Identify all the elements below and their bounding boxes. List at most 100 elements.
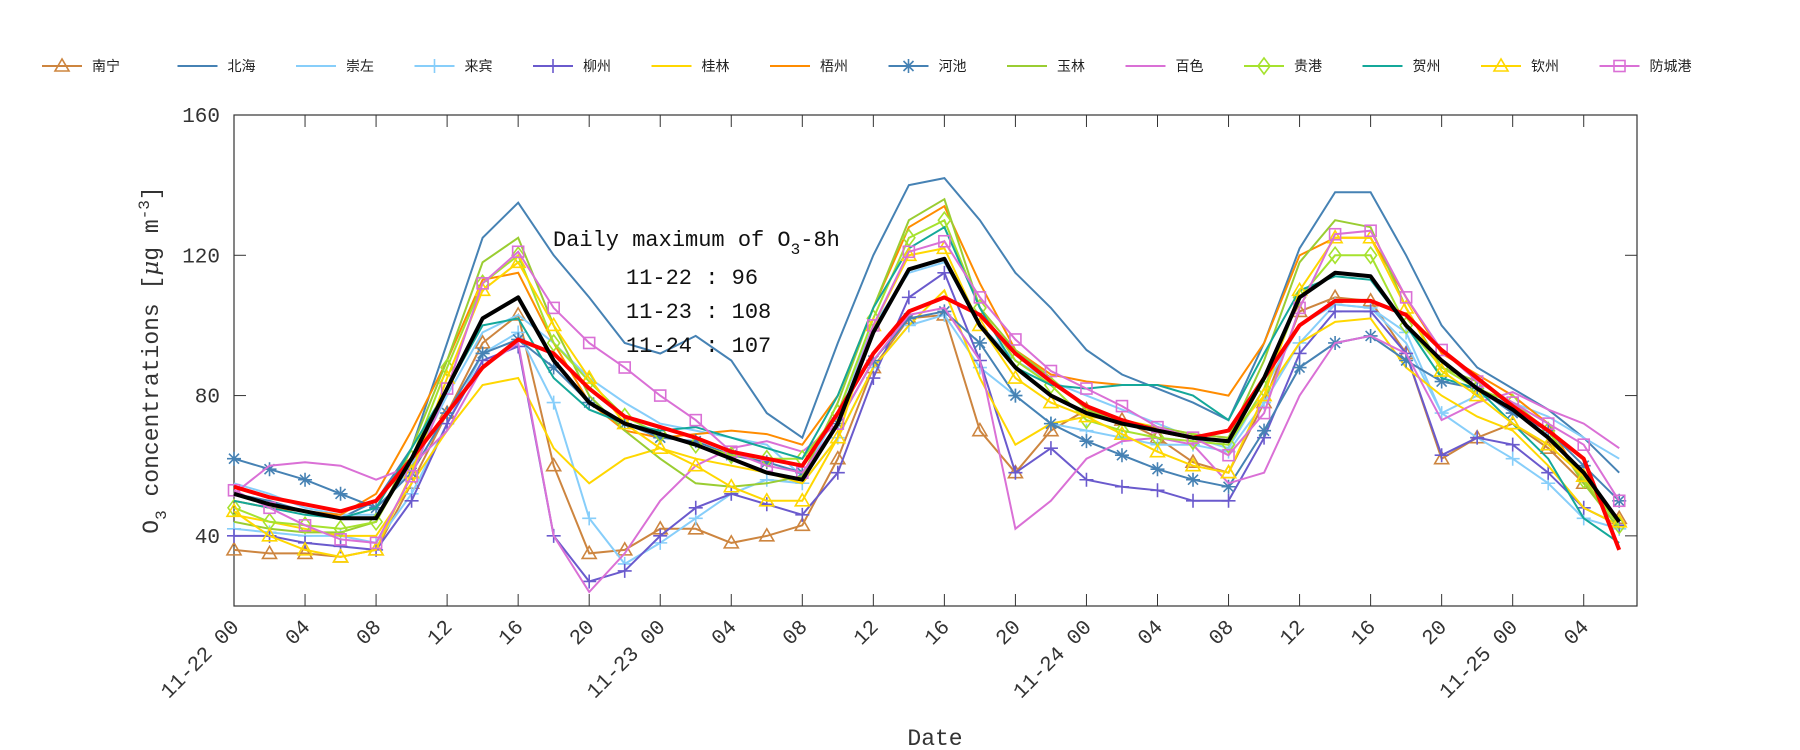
data-point-marker (547, 301, 560, 315)
data-point-marker (724, 486, 739, 501)
x-tick-label: 16 (495, 617, 529, 651)
data-point-marker (687, 520, 705, 535)
data-point-marker (1150, 462, 1165, 477)
legend-item: 百色 (1125, 58, 1204, 75)
data-point-marker (1257, 406, 1271, 420)
data-point-marker (225, 541, 243, 556)
x-tick-label: 08 (1205, 617, 1239, 651)
data-point-marker (1043, 416, 1058, 431)
legend-label: 贺州 (1413, 59, 1441, 75)
data-point-marker (545, 316, 563, 332)
legend-item: 河池 (888, 59, 967, 75)
y-tick-label: 40 (195, 527, 220, 550)
data-point-marker (440, 382, 454, 395)
data-point-marker (580, 544, 598, 560)
data-point-marker (1044, 364, 1058, 378)
legend-item: 北海 (177, 59, 256, 75)
black-mean-line (233, 256, 1621, 523)
data-point-marker (509, 253, 527, 269)
data-point-marker (1113, 425, 1131, 440)
y-tick-label: 80 (195, 387, 220, 410)
legend-label: 北海 (228, 59, 256, 75)
legend-item: 防城港 (1599, 59, 1692, 75)
data-point-marker (475, 346, 490, 361)
data-point-marker (1328, 227, 1342, 241)
data-point-marker (1222, 448, 1235, 462)
legend-item: 玉林 (1007, 59, 1085, 75)
data-point-marker (427, 59, 442, 73)
series-line (233, 177, 1620, 520)
data-point-marker (1505, 451, 1520, 466)
data-point-marker (901, 311, 916, 326)
legend-item: 贺州 (1362, 59, 1441, 75)
data-point-marker (1292, 360, 1307, 375)
data-point-marker (793, 516, 811, 532)
annotation-line-1: 11-22 : 96 (626, 266, 758, 291)
legend-label: 百色 (1176, 58, 1204, 75)
series-2 (233, 261, 1620, 516)
data-point-marker (580, 369, 598, 384)
data-point-marker (1079, 434, 1094, 449)
x-tick-label: 12 (424, 617, 458, 651)
x-tick-label: 16 (921, 617, 955, 651)
data-point-marker (1328, 304, 1343, 319)
data-point-marker (758, 492, 776, 507)
series-layer (225, 177, 1628, 594)
data-point-marker (334, 533, 347, 546)
legend-label: 钦州 (1531, 59, 1559, 75)
series-5 (233, 288, 1620, 537)
x-tick-label: 11-22 00 (157, 617, 245, 705)
data-point-marker (1115, 399, 1129, 413)
x-tick-label: 04 (1134, 617, 1168, 651)
x-tick-label: 04 (282, 617, 316, 651)
data-point-marker (793, 492, 811, 507)
data-point-marker (1149, 443, 1166, 458)
data-point-marker (830, 465, 845, 480)
legend-label: 玉林 (1057, 59, 1085, 75)
x-tick-label: 04 (1561, 617, 1595, 651)
data-point-marker (1043, 441, 1058, 456)
data-point-marker (653, 528, 668, 543)
data-point-marker (653, 430, 668, 445)
annotation: Daily maximum of O3-8h 11-22 : 96 11-23 … (553, 228, 840, 359)
legend-label: 桂林 (702, 59, 730, 75)
data-point-marker (1399, 353, 1414, 368)
x-tick-label: 20 (566, 617, 600, 651)
y-axis-label: O3 concentrations [μg m-3] (136, 186, 171, 533)
data-point-marker (1433, 450, 1451, 465)
data-point-marker (1257, 423, 1272, 438)
data-point-marker (1434, 448, 1449, 463)
legend-label: 河池 (939, 59, 967, 75)
data-point-marker (688, 434, 703, 449)
data-point-marker (1399, 291, 1413, 304)
legend-item: 来宾 (414, 59, 493, 75)
data-point-marker (902, 245, 916, 259)
data-point-marker (1505, 437, 1520, 452)
data-point-marker (582, 574, 597, 589)
data-point-marker (900, 246, 918, 262)
data-point-marker (227, 451, 241, 466)
data-point-marker (1433, 362, 1451, 377)
data-point-marker (298, 472, 313, 487)
data-point-marker (1291, 302, 1308, 318)
data-point-marker (1612, 494, 1626, 508)
legend-label: 梧州 (820, 59, 848, 75)
series-line (233, 218, 1620, 530)
series-line (233, 197, 1620, 534)
data-point-marker (1080, 382, 1093, 395)
data-point-marker (759, 472, 774, 487)
annotation-title: Daily maximum of O3-8h (553, 228, 840, 259)
data-point-marker (1008, 465, 1023, 480)
data-point-marker (759, 497, 774, 512)
data-point-marker (901, 59, 916, 73)
data-point-marker (1114, 448, 1129, 463)
data-point-marker (937, 265, 952, 280)
plot-area (233, 114, 1638, 607)
data-point-marker (53, 57, 71, 72)
data-point-marker (227, 528, 241, 543)
data-point-marker (405, 469, 418, 483)
series-line (233, 288, 1620, 537)
legend-item: 桂林 (651, 59, 730, 75)
data-point-marker (829, 429, 847, 444)
data-point-marker (971, 422, 989, 437)
